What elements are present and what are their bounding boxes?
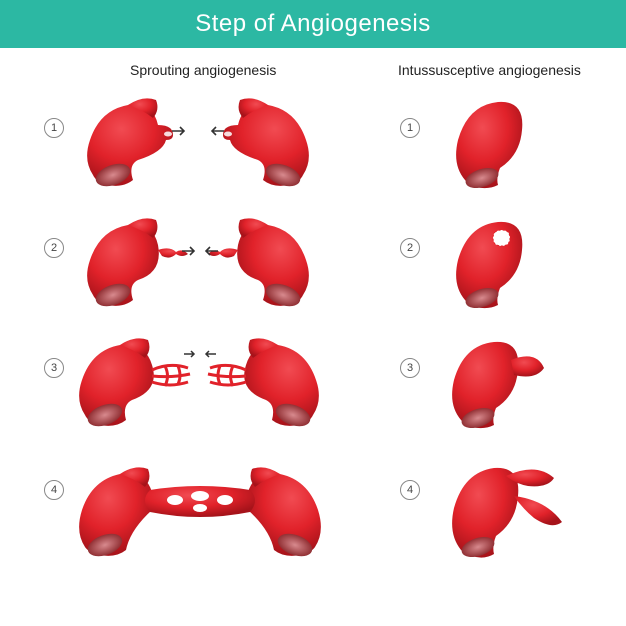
arrow-left-icon [200,244,220,258]
step-num: 2 [51,242,57,254]
title-bar: Step of Angiogenesis [0,0,626,48]
vessel-sprout-1-right [208,90,318,190]
step-num: 1 [51,122,57,134]
arrow-right-icon [182,348,200,360]
right-step-4-label: 4 [400,480,420,500]
vessel-sprout-4-joined [70,452,330,562]
step-num: 2 [407,242,413,254]
left-step-1-label: 1 [44,118,64,138]
arrow-right-icon [170,124,190,138]
vessel-intus-1 [440,90,540,190]
arrow-left-icon [206,124,226,138]
left-step-3-label: 3 [44,358,64,378]
vessel-intus-4 [436,452,576,562]
vessel-intus-2 [440,210,540,310]
vessel-sprout-3-right [188,330,328,430]
right-step-3-label: 3 [400,358,420,378]
subtitle-intussusceptive: Intussusceptive angiogenesis [398,62,581,78]
step-num: 4 [51,484,57,496]
step-num: 3 [407,362,413,374]
step-num: 1 [407,122,413,134]
step-num: 4 [407,484,413,496]
page-title: Step of Angiogenesis [195,10,431,38]
subtitle-sprouting: Sprouting angiogenesis [130,62,276,78]
arrow-left-icon [200,348,218,360]
vessel-sprout-2-right [198,210,318,310]
vessel-sprout-1-left [78,90,188,190]
vessel-intus-3 [436,330,556,430]
vessel-sprout-2-left [78,210,198,310]
right-step-1-label: 1 [400,118,420,138]
right-step-2-label: 2 [400,238,420,258]
left-step-4-label: 4 [44,480,64,500]
step-num: 3 [51,362,57,374]
arrow-right-icon [180,244,200,258]
diagram-content: Sprouting angiogenesis Intussusceptive a… [0,48,626,626]
left-step-2-label: 2 [44,238,64,258]
